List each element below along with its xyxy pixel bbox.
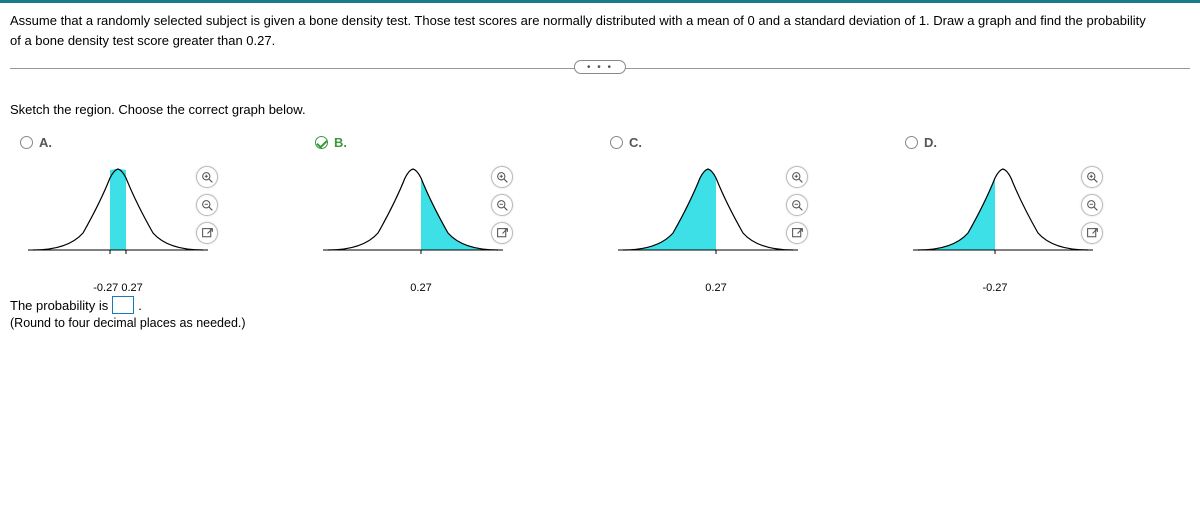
options-row: A. -0.27 0.27 [10, 135, 1190, 268]
expand-icon[interactable] [786, 222, 808, 244]
zoom-out-icon[interactable] [196, 194, 218, 216]
option-b: B. 0.27 [305, 135, 600, 268]
expand-icon[interactable] [491, 222, 513, 244]
probability-input[interactable] [112, 296, 134, 314]
instruction-text: Sketch the region. Choose the correct gr… [10, 102, 1190, 117]
zoom-out-icon[interactable] [786, 194, 808, 216]
zoom-out-icon[interactable] [491, 194, 513, 216]
option-c: C. 0.27 [600, 135, 895, 268]
radio-c[interactable] [610, 136, 623, 149]
radio-a[interactable] [20, 136, 33, 149]
graph-a [28, 158, 208, 258]
graph-c [618, 158, 798, 258]
answer-prefix: The probability is [10, 298, 108, 313]
option-d: D. -0.27 [895, 135, 1190, 268]
axis-label-a: -0.27 0.27 [93, 282, 143, 294]
problem-text-2: of a bone density test score greater tha… [10, 33, 275, 48]
zoom-in-icon[interactable] [1081, 166, 1103, 188]
expand-pill[interactable]: • • • [574, 60, 626, 74]
option-label-c: C. [629, 135, 642, 150]
option-label-b: B. [334, 135, 347, 150]
expand-icon[interactable] [1081, 222, 1103, 244]
answer-hint: (Round to four decimal places as needed.… [10, 316, 1190, 330]
axis-label-b: 0.27 [410, 282, 431, 294]
zoom-in-icon[interactable] [491, 166, 513, 188]
radio-d[interactable] [905, 136, 918, 149]
graph-d [913, 158, 1093, 258]
radio-b[interactable] [315, 136, 328, 149]
graph-b [323, 158, 503, 258]
axis-label-d: -0.27 [982, 282, 1007, 294]
expand-icon[interactable] [196, 222, 218, 244]
zoom-in-icon[interactable] [196, 166, 218, 188]
option-a: A. -0.27 0.27 [10, 135, 305, 268]
zoom-out-icon[interactable] [1081, 194, 1103, 216]
option-label-a: A. [39, 135, 52, 150]
answer-suffix: . [138, 298, 142, 313]
problem-text-1: Assume that a randomly selected subject … [10, 13, 1146, 28]
axis-label-c: 0.27 [705, 282, 726, 294]
zoom-in-icon[interactable] [786, 166, 808, 188]
option-label-d: D. [924, 135, 937, 150]
